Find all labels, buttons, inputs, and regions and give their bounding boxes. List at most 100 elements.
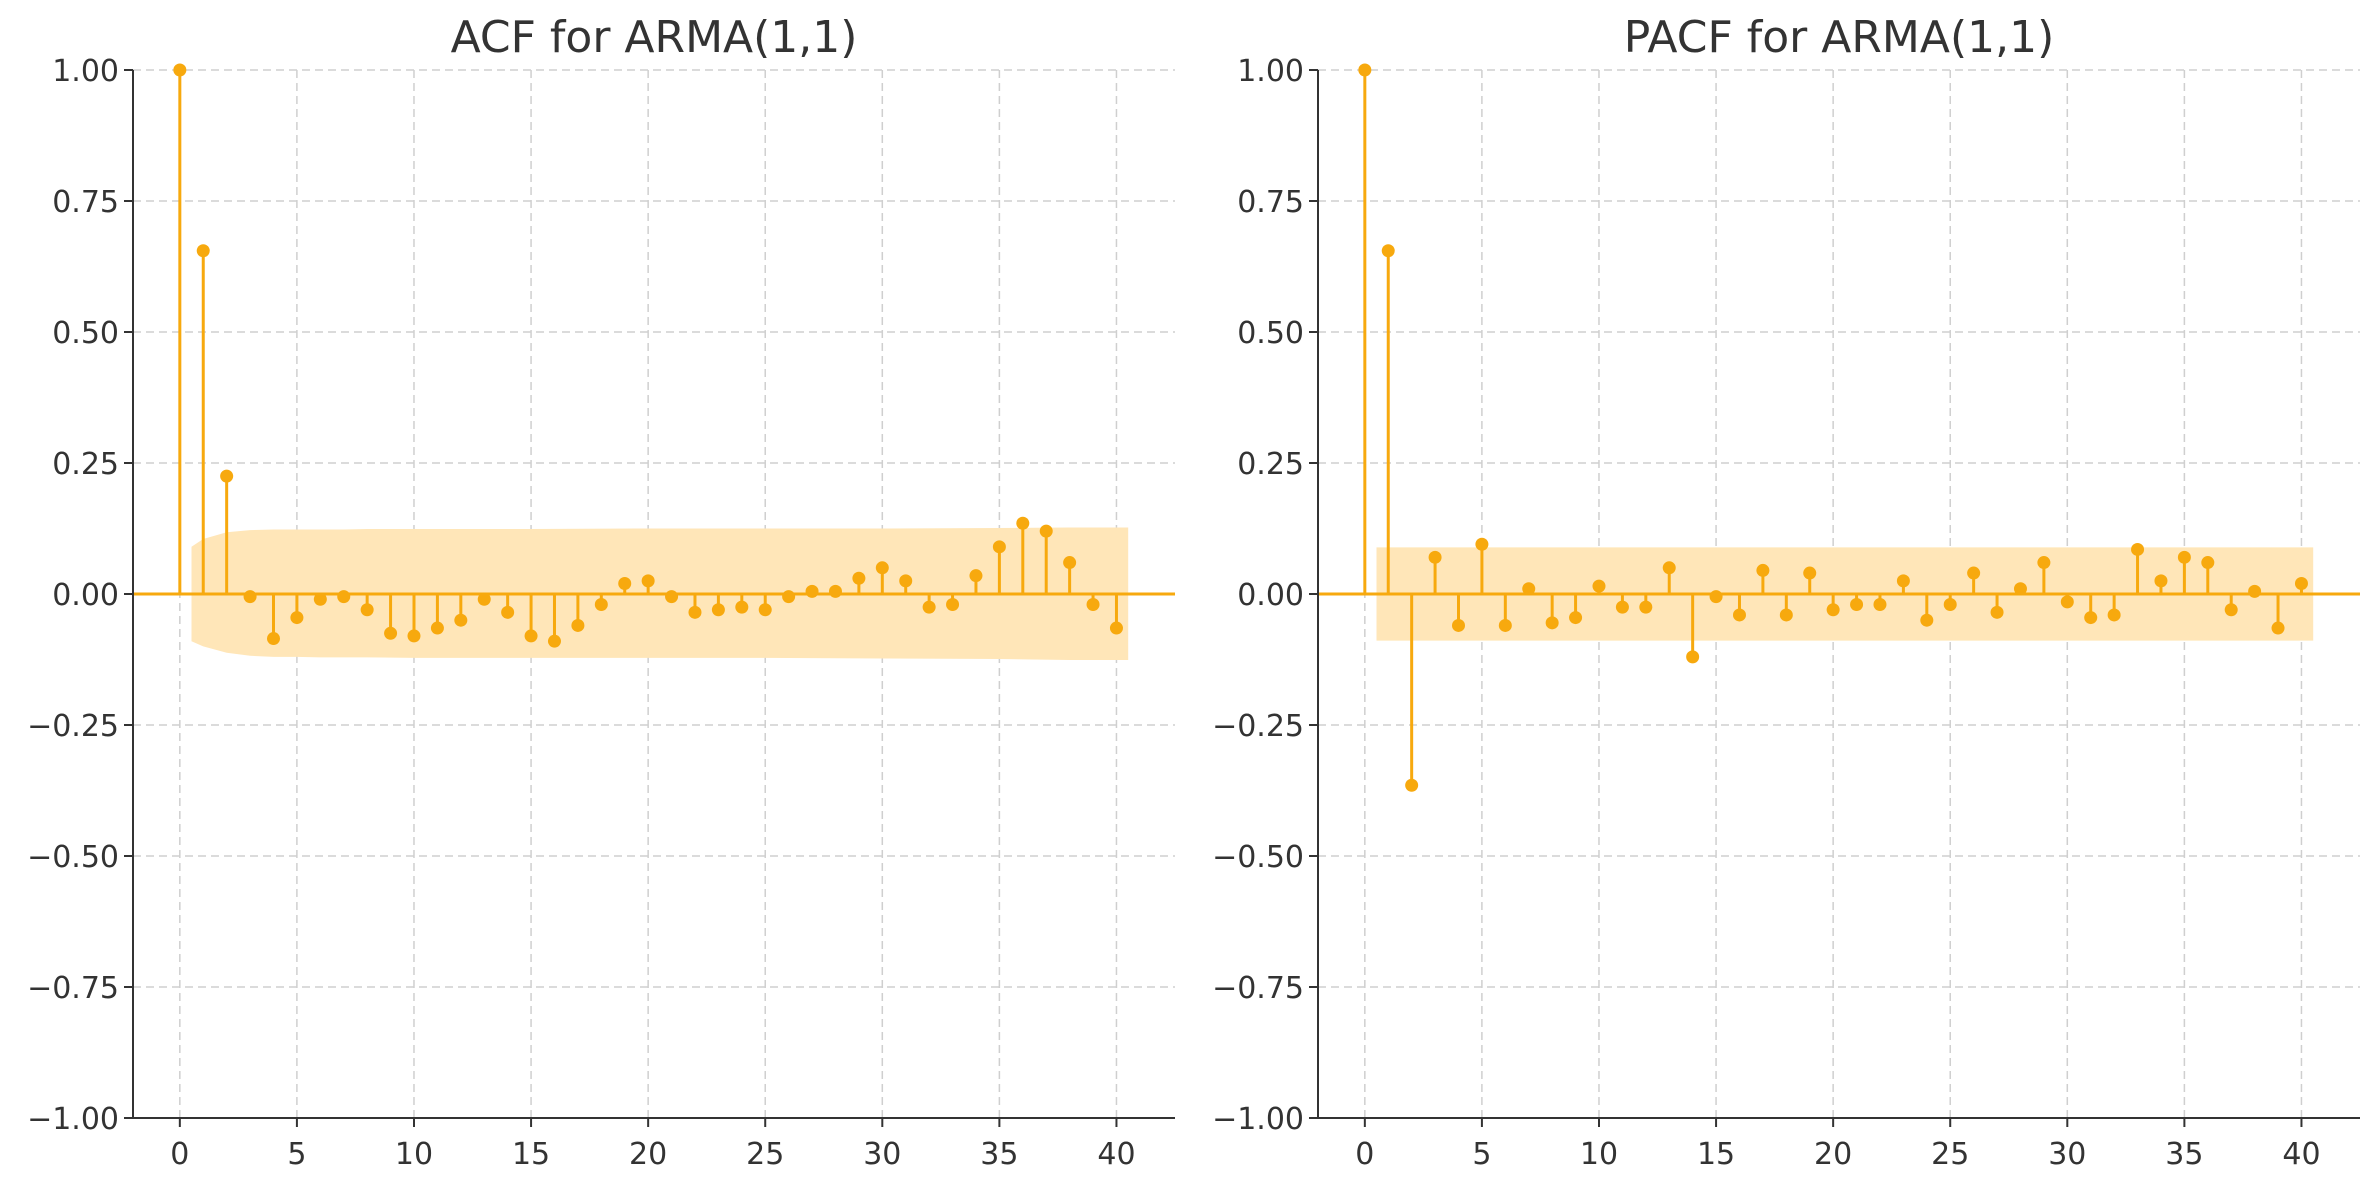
acf-marker-lag-22	[688, 605, 702, 619]
acf-marker-lag-33	[946, 597, 960, 611]
pacf-marker-lag-38	[2248, 584, 2262, 598]
acf-marker-lag-16	[547, 634, 561, 648]
acf-x-tick-label-15: 15	[512, 1137, 550, 1172]
pacf-marker-lag-9	[1569, 611, 1583, 625]
pacf-marker-lag-21	[1850, 597, 1864, 611]
acf-marker-lag-31	[899, 574, 913, 588]
pacf-y-tick-label-2: −0.50	[1212, 840, 1304, 875]
acf-marker-lag-19	[618, 577, 632, 591]
pacf-x-tick-label-35: 35	[2165, 1137, 2203, 1172]
pacf-title: PACF for ARMA(1,1)	[1624, 12, 2055, 63]
pacf-marker-lag-18	[1779, 608, 1793, 622]
acf-marker-lag-3	[243, 590, 257, 604]
acf-y-tick-label-1: −0.75	[27, 971, 119, 1006]
acf-x-tick-label-25: 25	[746, 1137, 784, 1172]
pacf-y-tick-label-7: 0.75	[1237, 185, 1304, 220]
pacf-x-tick-label-25: 25	[1931, 1137, 1969, 1172]
pacf-marker-lag-2	[1405, 778, 1419, 792]
pacf-panel: PACF for ARMA(1,1) 0 5 10 15 20 25 30 35 40 −1.00…	[1212, 12, 2360, 1172]
acf-marker-lag-38	[1063, 556, 1077, 570]
pacf-marker-lag-29	[2037, 556, 2051, 570]
acf-marker-lag-12	[454, 613, 468, 627]
pacf-marker-lag-20	[1826, 603, 1840, 617]
pacf-marker-lag-0	[1358, 63, 1372, 77]
pacf-marker-lag-19	[1803, 566, 1817, 580]
pacf-marker-lag-22	[1873, 597, 1887, 611]
acf-marker-lag-25	[758, 603, 772, 617]
pacf-marker-lag-39	[2271, 621, 2285, 635]
acf-marker-lag-10	[407, 629, 421, 643]
acf-marker-lag-11	[430, 621, 444, 635]
acf-marker-lag-2	[220, 469, 234, 483]
pacf-x-tick-label-15: 15	[1697, 1137, 1735, 1172]
pacf-marker-lag-26	[1967, 566, 1981, 580]
acf-marker-lag-15	[524, 629, 538, 643]
pacf-marker-lag-25	[1943, 597, 1957, 611]
pacf-x-tick-label-20: 20	[1814, 1137, 1852, 1172]
pacf-marker-lag-7	[1522, 582, 1536, 596]
acf-marker-lag-8	[360, 603, 374, 617]
acf-marker-lag-7	[337, 590, 351, 604]
acf-x-tick-label-30: 30	[863, 1137, 901, 1172]
acf-x-tick-label-20: 20	[629, 1137, 667, 1172]
acf-marker-lag-14	[501, 605, 515, 619]
pacf-marker-lag-32	[2107, 608, 2121, 622]
acf-marker-lag-1	[196, 244, 210, 258]
pacf-marker-lag-31	[2084, 611, 2098, 625]
acf-x-tick-label-5: 5	[287, 1137, 306, 1172]
acf-marker-lag-24	[735, 600, 749, 614]
pacf-x-tick-label-0: 0	[1355, 1137, 1374, 1172]
acf-marker-lag-13	[477, 592, 491, 606]
acf-marker-lag-30	[875, 561, 889, 575]
acf-marker-lag-21	[665, 590, 679, 604]
pacf-y-tick-label-1: −0.75	[1212, 971, 1304, 1006]
pacf-x-tick-label-5: 5	[1472, 1137, 1491, 1172]
acf-marker-lag-17	[571, 618, 585, 632]
acf-marker-lag-36	[1016, 516, 1030, 530]
acf-y-tick-label-0: −1.00	[27, 1102, 119, 1137]
pacf-marker-lag-37	[2224, 603, 2238, 617]
pacf-y-tick-label-4: 0.00	[1237, 578, 1304, 613]
acf-y-tick-label-7: 0.75	[52, 185, 119, 220]
acf-marker-lag-6	[313, 592, 327, 606]
pacf-y-tick-label-6: 0.50	[1237, 316, 1304, 351]
pacf-marker-lag-16	[1732, 608, 1746, 622]
pacf-marker-lag-17	[1756, 563, 1770, 577]
pacf-marker-lag-34	[2154, 574, 2168, 588]
pacf-x-tick-label-10: 10	[1580, 1137, 1618, 1172]
acf-marker-lag-35	[992, 540, 1006, 554]
pacf-y-tick-label-5: 0.25	[1237, 447, 1304, 482]
pacf-marker-lag-12	[1639, 600, 1653, 614]
pacf-marker-lag-4	[1451, 618, 1465, 632]
pacf-marker-lag-8	[1545, 616, 1559, 630]
acf-marker-lag-20	[641, 574, 655, 588]
pacf-x-tick-label-40: 40	[2282, 1137, 2320, 1172]
pacf-y-tick-label-0: −1.00	[1212, 1102, 1304, 1137]
pacf-y-tick-label-8: 1.00	[1237, 54, 1304, 89]
acf-marker-lag-29	[852, 571, 866, 585]
acf-marker-lag-26	[782, 590, 796, 604]
acf-marker-lag-37	[1039, 524, 1053, 538]
acf-x-tick-label-0: 0	[170, 1137, 189, 1172]
acf-y-tick-label-6: 0.50	[52, 316, 119, 351]
acf-marker-lag-34	[969, 569, 983, 583]
acf-y-tick-label-8: 1.00	[52, 54, 119, 89]
pacf-marker-lag-24	[1920, 613, 1934, 627]
acf-marker-lag-23	[711, 603, 725, 617]
pacf-marker-lag-10	[1592, 579, 1606, 593]
pacf-y-tick-label-3: −0.25	[1212, 709, 1304, 744]
pacf-marker-lag-11	[1615, 600, 1629, 614]
acf-marker-lag-5	[290, 611, 304, 625]
acf-marker-lag-9	[384, 626, 398, 640]
acf-panel: ACF for ARMA(1,1) 0 5 10 15 20 25 30 35 40 −1.00 −…	[27, 12, 1175, 1172]
pacf-marker-lag-13	[1662, 561, 1676, 575]
pacf-marker-lag-28	[2013, 582, 2027, 596]
pacf-marker-lag-14	[1686, 650, 1700, 664]
pacf-marker-lag-3	[1428, 550, 1442, 564]
acf-marker-lag-40	[1109, 621, 1123, 635]
acf-x-tick-label-35: 35	[980, 1137, 1018, 1172]
pacf-marker-lag-23	[1896, 574, 1910, 588]
pacf-marker-lag-6	[1498, 618, 1512, 632]
pacf-marker-lag-15	[1709, 590, 1723, 604]
